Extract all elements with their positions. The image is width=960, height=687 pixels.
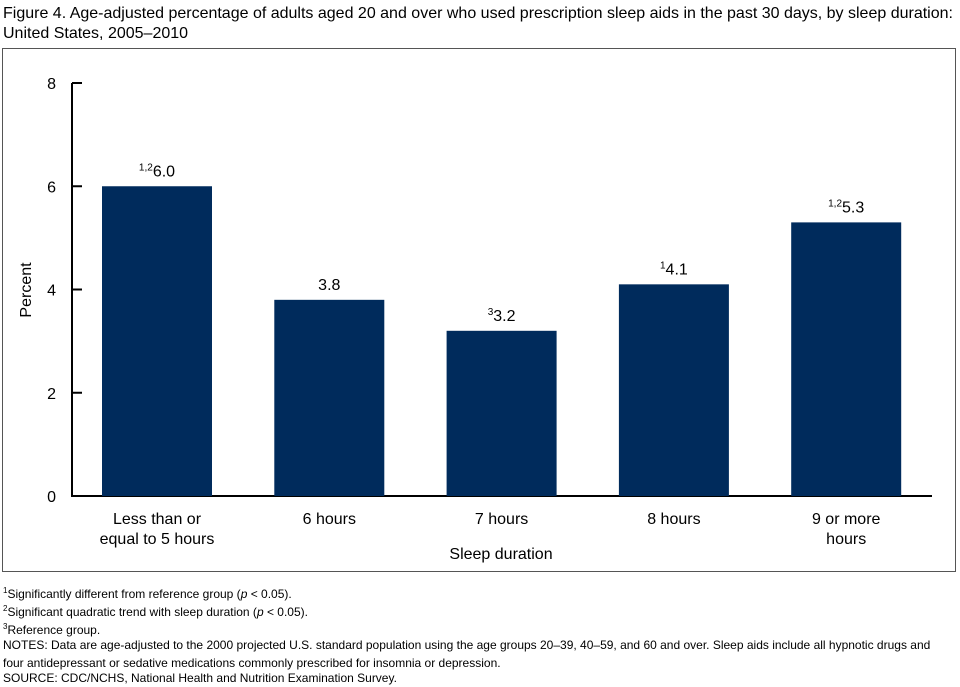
x-tick-label: hours [826, 531, 866, 548]
notes: NOTES: Data are age-adjusted to the 2000… [3, 638, 931, 670]
footnote-1-tail: < 0.05). [247, 587, 292, 601]
source: SOURCE: CDC/NCHS, National Health and Nu… [3, 671, 397, 685]
footnote-1: 1Significantly different from reference … [3, 582, 953, 603]
x-tick-label: 9 or more [812, 511, 881, 528]
y-axis-label: Percent [18, 262, 35, 318]
footnote-3-text: Reference group. [7, 623, 101, 637]
footnote-1-marker: 1 [3, 586, 8, 595]
data-label: 3.8 [318, 277, 340, 294]
data-label: 14.1 [660, 260, 688, 278]
x-tick-label: equal to 5 hours [100, 531, 215, 548]
footnote-2-text: Significant quadratic trend with sleep d… [7, 605, 257, 619]
y-tick-label: 2 [47, 386, 56, 403]
bar [102, 186, 212, 496]
y-tick-label: 6 [47, 179, 56, 196]
footnote-3: 3Reference group. [3, 618, 953, 639]
footnote-2-marker: 2 [3, 604, 8, 613]
chart-title: Figure 4. Age-adjusted percentage of adu… [3, 5, 953, 42]
data-label: 1,26.0 [139, 162, 175, 180]
data-label: 33.2 [488, 307, 516, 325]
y-tick-label: 4 [47, 283, 56, 300]
footnote-1-p: p [240, 587, 248, 601]
bar [446, 330, 557, 496]
x-axis-label: Sleep duration [449, 546, 552, 563]
bar [274, 299, 385, 496]
x-tick-label: 7 hours [475, 511, 528, 528]
data-label: 1,25.3 [828, 198, 864, 216]
chart-frame [2, 48, 956, 572]
footnote-2: 2Significant quadratic trend with sleep … [3, 600, 953, 621]
bar-chart: 0 2 4 6 8 Percent Sleep duration 1,26.0 Less tha… [18, 76, 932, 563]
footnote-2-p: p [256, 605, 264, 619]
footnote-3-marker: 3 [3, 622, 8, 631]
x-tick-label: 6 hours [303, 511, 356, 528]
x-tick-label: Less than or [113, 511, 202, 528]
footnote-2-tail: < 0.05). [263, 605, 308, 619]
x-tick-label: 8 hours [647, 511, 700, 528]
y-tick-label: 8 [47, 76, 56, 93]
footnote-1-text: Significantly different from reference g… [7, 587, 241, 601]
bar [618, 284, 729, 496]
bar [791, 222, 902, 496]
y-tick-label: 0 [47, 489, 56, 506]
